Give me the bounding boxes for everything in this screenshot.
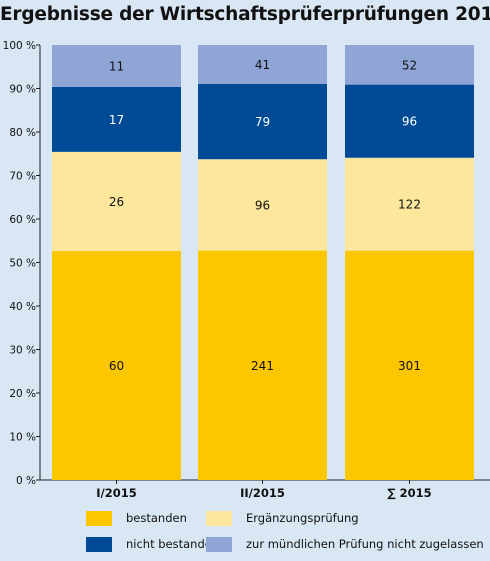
data-label: 52 [402,58,417,72]
data-label: 96 [402,115,417,129]
legend: bestanden Ergänzungsprüfung nicht bestan… [60,508,490,558]
bar-segment [345,45,474,85]
legend-swatch-bestanden [86,510,112,526]
data-label: 26 [109,195,124,209]
bar-segment [52,45,181,87]
y-tick-label: 90 % [9,84,36,96]
y-tick-label: 80 % [9,127,36,139]
data-label: 301 [398,359,421,373]
bar-segment [198,84,327,160]
data-label: 41 [255,58,270,72]
y-tick-label: 20 % [9,388,36,400]
legend-item-nicht-zugelassen: zur mündlichen Prüfung nicht zugelassen [206,534,484,554]
data-label: 60 [109,359,124,373]
bar-segment [198,159,327,251]
data-label: 11 [109,59,124,73]
data-label: 96 [255,198,270,212]
bar-segment [198,250,327,480]
bar-segment [198,45,327,85]
legend-label: zur mündlichen Prüfung nicht zugelassen [246,537,484,551]
legend-swatch-ergaenzungspruefung [206,510,232,526]
y-tick-label: 50 % [9,258,36,270]
data-label: 17 [109,113,124,127]
bar-segment [52,86,181,152]
x-tick-label: I/2015 [96,486,137,500]
y-tick-label: 10 % [9,432,36,444]
bar-segment [345,250,474,480]
y-tick-label: 70 % [9,171,36,183]
legend-label: nicht bestanden [126,537,220,551]
data-label: 241 [251,359,274,373]
bar-segment [52,251,181,480]
legend-swatch-nicht-zugelassen [206,536,232,552]
data-label: 122 [398,198,421,212]
bar-segment [345,157,474,251]
bar-segment [52,151,181,252]
y-tick-label: 40 % [9,301,36,313]
legend-label: bestanden [126,511,187,525]
x-tick-label: ∑ 2015 [387,486,431,500]
chart-title: Ergebnisse der Wirtschaftsprüferprüfunge… [0,4,490,25]
y-tick-label: 0 % [16,475,36,487]
legend-swatch-nicht-bestanden [86,536,112,552]
y-tick-label: 100 % [3,40,36,52]
legend-item-ergaenzungspruefung: Ergänzungsprüfung [206,508,359,528]
x-tick-label: II/2015 [240,486,285,500]
legend-label: Ergänzungsprüfung [246,511,359,525]
legend-item-nicht-bestanden: nicht bestanden [86,534,219,554]
y-tick-label: 30 % [9,345,36,357]
y-tick-label: 60 % [9,214,36,226]
legend-item-bestanden: bestanden [86,508,187,528]
data-label: 79 [255,115,270,129]
bar-segment [345,84,474,158]
